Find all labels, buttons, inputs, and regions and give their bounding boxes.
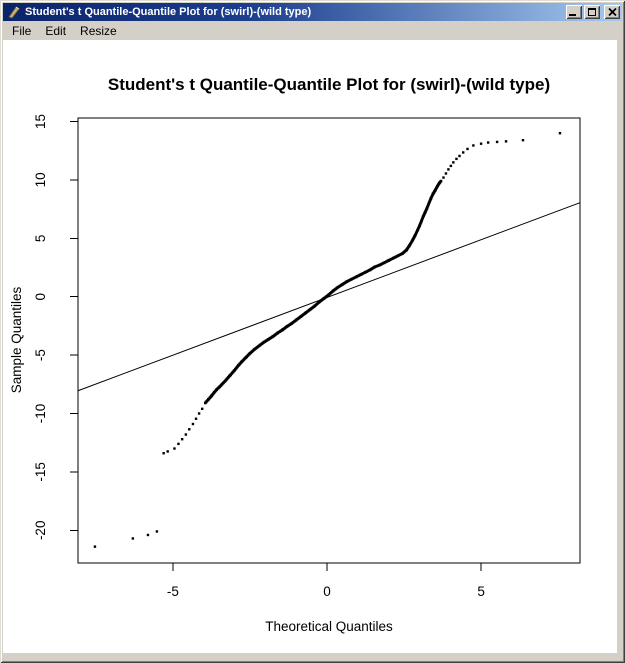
data-point bbox=[197, 412, 201, 415]
y-tick-label: -15 bbox=[33, 462, 48, 482]
data-point bbox=[458, 154, 461, 158]
data-point bbox=[449, 164, 453, 168]
data-point bbox=[444, 172, 448, 175]
data-point bbox=[162, 452, 165, 455]
y-tick-label: 10 bbox=[33, 172, 48, 187]
x-tick-label: 0 bbox=[323, 584, 331, 599]
data-point bbox=[180, 437, 184, 441]
data-point bbox=[200, 407, 204, 411]
data-point bbox=[166, 450, 169, 453]
data-point bbox=[194, 417, 198, 420]
menu-edit[interactable]: Edit bbox=[45, 23, 67, 38]
data-point bbox=[486, 141, 490, 144]
y-tick-label: -5 bbox=[33, 349, 48, 361]
y-tick-label: 5 bbox=[33, 235, 48, 243]
y-axis-label: Sample Quantiles bbox=[9, 286, 24, 393]
plot-client-area bbox=[3, 40, 617, 653]
menu-file[interactable]: File bbox=[12, 23, 32, 38]
menubar: File Edit Resize bbox=[3, 21, 622, 40]
x-tick-label: -5 bbox=[167, 584, 179, 599]
data-point bbox=[177, 442, 180, 446]
minimize-button[interactable] bbox=[566, 5, 582, 19]
data-point bbox=[495, 140, 499, 144]
maximize-button[interactable] bbox=[584, 5, 600, 19]
data-point bbox=[479, 142, 483, 145]
y-tick-label: -20 bbox=[33, 521, 48, 541]
data-point bbox=[155, 530, 159, 533]
data-point bbox=[131, 537, 135, 540]
data-point bbox=[188, 428, 191, 431]
plot-box bbox=[77, 117, 581, 564]
data-point bbox=[521, 138, 525, 142]
data-point bbox=[184, 433, 188, 436]
y-tick-label: 15 bbox=[33, 114, 48, 129]
plot-title: Student's t Quantile-Quantile Plot for (… bbox=[108, 75, 550, 94]
titlebar[interactable]: Student's t Quantile-Quantile Plot for (… bbox=[3, 3, 622, 21]
x-tick-label: 5 bbox=[477, 584, 485, 599]
minimize-icon bbox=[569, 14, 576, 16]
dense-point-curve bbox=[203, 179, 443, 405]
close-button[interactable] bbox=[604, 5, 620, 19]
data-point bbox=[472, 144, 475, 147]
data-point bbox=[442, 176, 445, 179]
window-controls bbox=[566, 5, 620, 19]
close-icon bbox=[607, 8, 617, 16]
data-point bbox=[447, 168, 450, 171]
menu-resize[interactable]: Resize bbox=[80, 23, 117, 38]
window-title: Student's t Quantile-Quantile Plot for (… bbox=[25, 6, 312, 18]
data-point bbox=[504, 140, 508, 143]
data-point bbox=[466, 147, 469, 151]
data-point bbox=[191, 422, 195, 426]
reference-line bbox=[77, 202, 581, 392]
data-point bbox=[558, 131, 562, 135]
y-tick-label: 0 bbox=[33, 293, 48, 301]
data-point bbox=[452, 161, 455, 164]
data-point bbox=[146, 533, 150, 537]
data-point bbox=[93, 545, 97, 548]
scatter-points bbox=[93, 131, 562, 548]
data-point bbox=[462, 151, 465, 154]
maximize-icon bbox=[588, 8, 596, 16]
x-axis-label: Theoretical Quantiles bbox=[265, 619, 393, 634]
data-point bbox=[455, 157, 458, 161]
pen-icon bbox=[7, 5, 21, 19]
data-point bbox=[173, 447, 176, 450]
y-tick-label: -10 bbox=[33, 404, 48, 424]
